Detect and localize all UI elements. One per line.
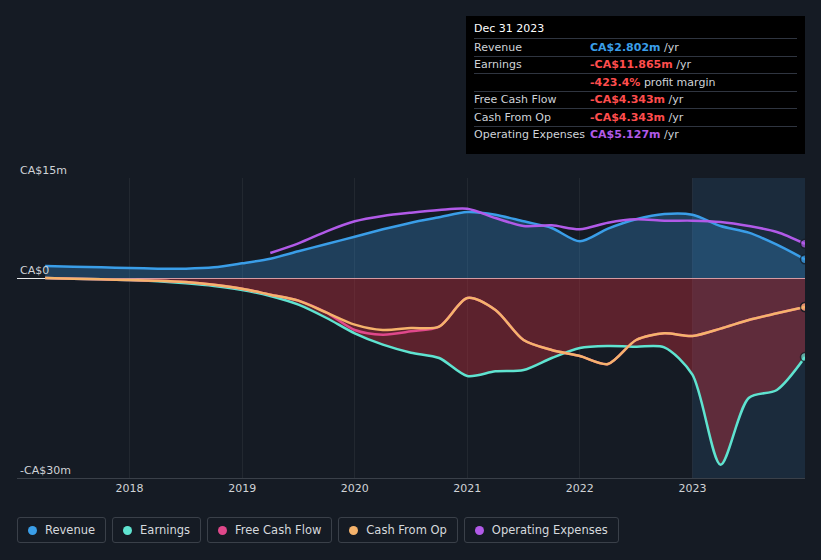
html-text:Free Cash Flow: Free Cash Flow [474,93,557,107]
html-text:Operating Expenses: Operating Expenses [491,523,608,537]
svg-text:CA$15m: CA$15m [20,164,67,177]
html-text:Earnings: Earnings [140,523,190,537]
html-text:CA$2.802m /yr: CA$2.802m /yr [590,40,679,54]
svg-text:2020: 2020 [341,482,369,495]
html-text:-CA$4.343m /yr: -CA$4.343m /yr [590,110,684,124]
html-text:Revenue: Revenue [474,40,522,54]
html-text:-CA$4.343m /yr: -CA$4.343m /yr [590,93,684,107]
html-text:Dec 31 2023: Dec 31 2023 [474,22,545,35]
html-text:Operating Expenses: Operating Expenses [474,128,585,142]
svg-text:2022: 2022 [566,482,594,495]
svg-text:-CA$30m: -CA$30m [20,464,71,477]
html-text:-423.4% profit margin: -423.4% profit margin [590,75,716,89]
html-text:Free Cash Flow: Free Cash Flow [235,523,322,537]
html-text:Cash From Op: Cash From Op [366,523,447,537]
svg-text:2023: 2023 [678,482,706,495]
html-text:-CA$11.865m /yr: -CA$11.865m /yr [590,58,691,72]
html-text:Earnings: Earnings [474,58,522,72]
svg-text:2021: 2021 [453,482,481,495]
svg-text:CA$0: CA$0 [20,264,49,277]
html-text:CA$5.127m /yr: CA$5.127m /yr [590,128,679,142]
svg-text:2018: 2018 [116,482,144,495]
svg-text:2019: 2019 [228,482,256,495]
html-text:Cash From Op: Cash From Op [474,110,551,124]
html-text:Revenue: Revenue [45,523,96,537]
